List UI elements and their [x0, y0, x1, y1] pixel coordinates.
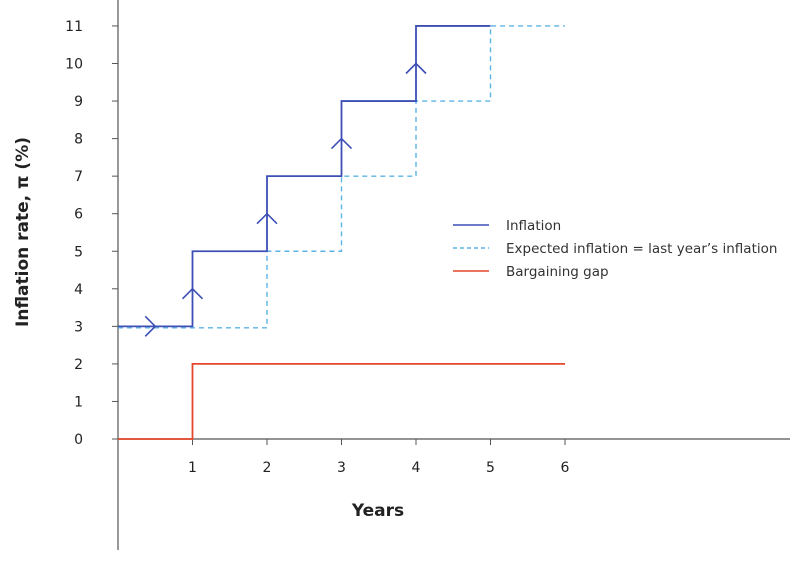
- arrow-right-icon: [144, 315, 157, 337]
- x-axis-label: Years: [351, 501, 404, 521]
- x-tick-label: 6: [561, 460, 570, 476]
- arrow-up-icon: [330, 137, 353, 150]
- y-tick-label: 5: [74, 244, 83, 260]
- y-axis-label: Inflation rate, π (%): [13, 137, 33, 327]
- legend: Inflation Expected inflation = last year’…: [453, 218, 777, 280]
- y-tick-label: 6: [74, 207, 83, 223]
- x-tick-label: 4: [412, 460, 421, 476]
- x-tick-label: 3: [337, 460, 346, 476]
- x-tick-label: 1: [188, 460, 197, 476]
- y-tick-label: 10: [65, 57, 83, 73]
- y-tick-label: 4: [74, 282, 83, 298]
- series-line-inflation: [118, 25, 491, 328]
- y-tick-label: 9: [74, 94, 83, 110]
- arrow-up-icon: [181, 287, 204, 300]
- legend-label: Inflation: [506, 218, 561, 234]
- y-tick-label: 7: [74, 169, 83, 185]
- y-tick-label: 3: [74, 319, 83, 335]
- arrow-up-icon: [405, 62, 427, 75]
- y-tick-label: 1: [74, 394, 83, 410]
- arrow-up-icon: [256, 212, 278, 225]
- series-line-bargaining: [118, 362, 565, 440]
- y-tick-label: 0: [74, 432, 83, 448]
- legend-label: Expected inflation = last year’s inflati…: [506, 241, 777, 257]
- legend-label: Bargaining gap: [506, 264, 609, 280]
- y-tick-label: 11: [65, 19, 83, 35]
- x-tick-label: 2: [263, 460, 272, 476]
- y-tick-label: 8: [74, 132, 83, 148]
- y-tick-label: 2: [74, 357, 83, 373]
- x-tick-label: 5: [486, 460, 495, 476]
